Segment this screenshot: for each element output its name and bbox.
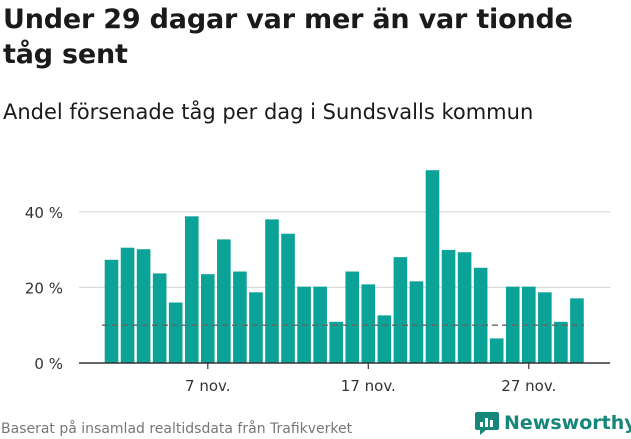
newsworthy-logo: Newsworthy	[474, 409, 631, 437]
bar	[538, 292, 552, 363]
bar	[393, 257, 408, 363]
bar	[152, 273, 167, 363]
bar	[281, 233, 295, 363]
newsworthy-logo-icon	[475, 412, 499, 435]
bar	[249, 292, 263, 363]
x-tick-label: 17 nov.	[341, 377, 396, 395]
bar	[489, 338, 504, 363]
y-tick-label: 20 %	[25, 279, 63, 297]
bar	[457, 252, 472, 363]
bar	[554, 321, 568, 363]
bar	[329, 321, 343, 363]
x-tick-label: 27 nov.	[501, 377, 556, 395]
chart-subtitle: Andel försenade tåg per dag i Sundsvalls…	[3, 100, 534, 124]
bar	[425, 170, 440, 363]
bar	[313, 286, 327, 363]
bar	[441, 249, 456, 363]
bar	[265, 219, 279, 363]
bar	[136, 249, 151, 363]
bar	[168, 302, 183, 363]
bar	[345, 271, 360, 363]
bar	[201, 274, 215, 363]
x-tick-label: 7 nov.	[185, 377, 230, 395]
y-tick-label: 0 %	[34, 355, 63, 373]
bar	[233, 271, 247, 363]
source-note: Baserat på insamlad realtidsdata från Tr…	[1, 421, 353, 437]
chart-title: Under 29 dagar var mer än var tionde tåg…	[3, 4, 573, 70]
newsworthy-logo-text: Newsworthy	[504, 412, 631, 434]
bar	[409, 281, 424, 363]
bar	[184, 216, 199, 363]
bar	[104, 259, 119, 363]
bar	[377, 315, 392, 363]
bar	[473, 267, 488, 363]
bar	[361, 284, 376, 363]
bar	[522, 286, 536, 363]
bar	[120, 247, 135, 363]
y-tick-label: 40 %	[25, 204, 63, 222]
bar	[217, 239, 231, 363]
bar	[570, 298, 584, 363]
